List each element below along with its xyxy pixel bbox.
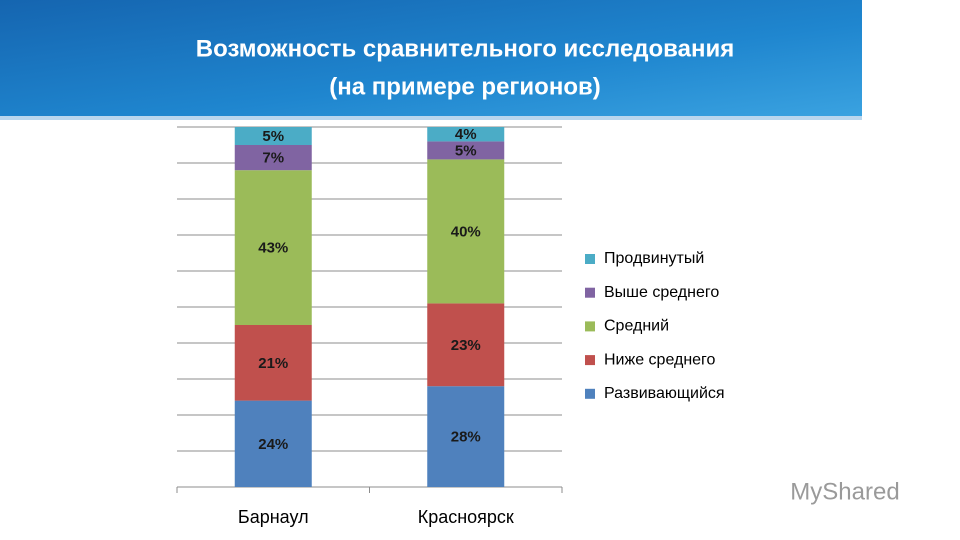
data-label: 21% bbox=[258, 355, 288, 372]
bar-segment bbox=[234, 170, 312, 325]
data-label: 40% bbox=[451, 223, 481, 240]
bar-segment bbox=[427, 127, 505, 142]
data-label: 24% bbox=[258, 436, 288, 453]
data-label: 5% bbox=[455, 142, 477, 159]
bar-segment bbox=[427, 303, 505, 387]
legend-label: Выше среднего bbox=[604, 284, 719, 301]
bar-segment bbox=[427, 141, 505, 160]
data-label: 43% bbox=[258, 240, 288, 257]
chart-subtitle: (на примере регионов) bbox=[329, 73, 601, 100]
legend-swatch bbox=[585, 254, 595, 264]
data-label: 28% bbox=[451, 429, 481, 446]
data-label: 4% bbox=[455, 126, 477, 143]
legend-label: Развивающийся bbox=[604, 385, 725, 402]
bar-segment bbox=[234, 325, 312, 401]
bar-segment bbox=[234, 145, 312, 171]
header-rule bbox=[0, 116, 862, 120]
legend-swatch bbox=[585, 388, 595, 399]
legend-label: Ниже среднего bbox=[604, 351, 716, 368]
chart-title: Возможность сравнительного исследования bbox=[196, 35, 734, 62]
watermark: MyShared bbox=[790, 478, 899, 505]
legend-label: Продвинутый bbox=[604, 250, 704, 267]
legend-label: Средний bbox=[604, 318, 669, 335]
x-tick-label: Барнаул bbox=[238, 507, 309, 527]
data-label: 23% bbox=[451, 337, 481, 354]
data-label: 5% bbox=[262, 128, 284, 145]
bar-segment bbox=[427, 159, 505, 304]
x-tick-label: Красноярск bbox=[418, 507, 514, 527]
legend-swatch bbox=[585, 287, 595, 298]
header-band bbox=[0, 0, 862, 116]
legend-swatch bbox=[585, 355, 595, 366]
bar-segment bbox=[234, 400, 312, 487]
legend-swatch bbox=[585, 321, 595, 332]
data-label: 7% bbox=[262, 150, 284, 167]
bar-segment bbox=[234, 127, 312, 145]
bar-segment bbox=[427, 386, 505, 487]
